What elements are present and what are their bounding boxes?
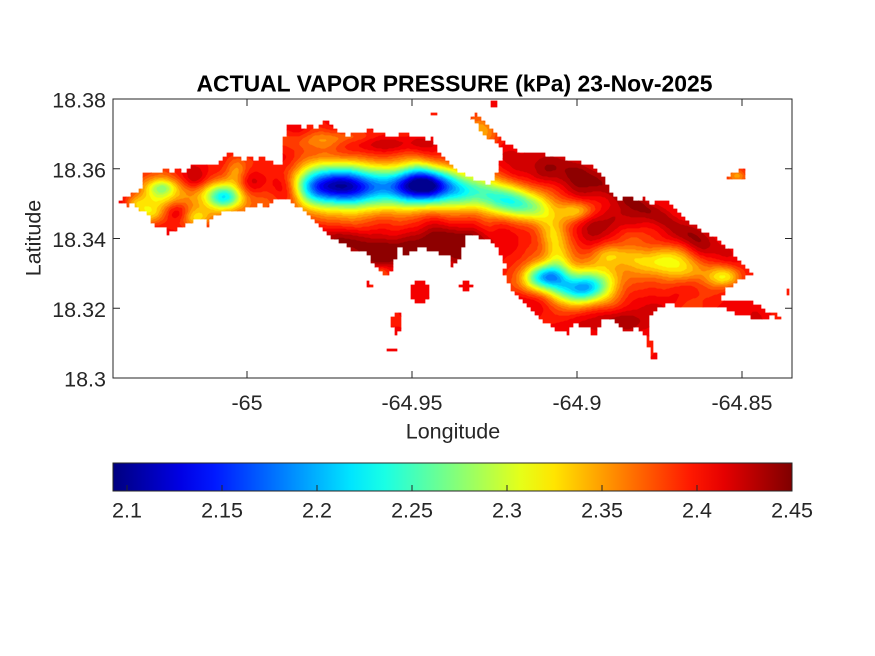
svg-text:2.3: 2.3 — [492, 499, 522, 523]
svg-text:18.38: 18.38 — [52, 89, 106, 113]
svg-text:Longitude: Longitude — [406, 420, 500, 444]
svg-text:ACTUAL VAPOR PRESSURE (kPa) 23: ACTUAL VAPOR PRESSURE (kPa) 23-Nov-2025 — [197, 71, 713, 97]
svg-text:2.25: 2.25 — [391, 499, 433, 523]
svg-text:-64.9: -64.9 — [552, 391, 601, 415]
svg-text:2.2: 2.2 — [302, 499, 332, 523]
svg-text:2.1: 2.1 — [112, 499, 142, 523]
svg-text:2.4: 2.4 — [682, 499, 712, 523]
svg-text:18.32: 18.32 — [52, 298, 106, 322]
svg-text:-64.85: -64.85 — [712, 391, 773, 415]
svg-text:2.35: 2.35 — [581, 499, 623, 523]
svg-text:18.36: 18.36 — [52, 158, 106, 182]
svg-text:-64.95: -64.95 — [382, 391, 443, 415]
svg-text:-65: -65 — [231, 391, 262, 415]
svg-text:Latitude: Latitude — [22, 200, 46, 277]
svg-text:18.3: 18.3 — [64, 368, 106, 392]
svg-text:2.15: 2.15 — [201, 499, 243, 523]
svg-text:2.45: 2.45 — [771, 499, 813, 523]
svg-text:18.34: 18.34 — [52, 228, 106, 252]
